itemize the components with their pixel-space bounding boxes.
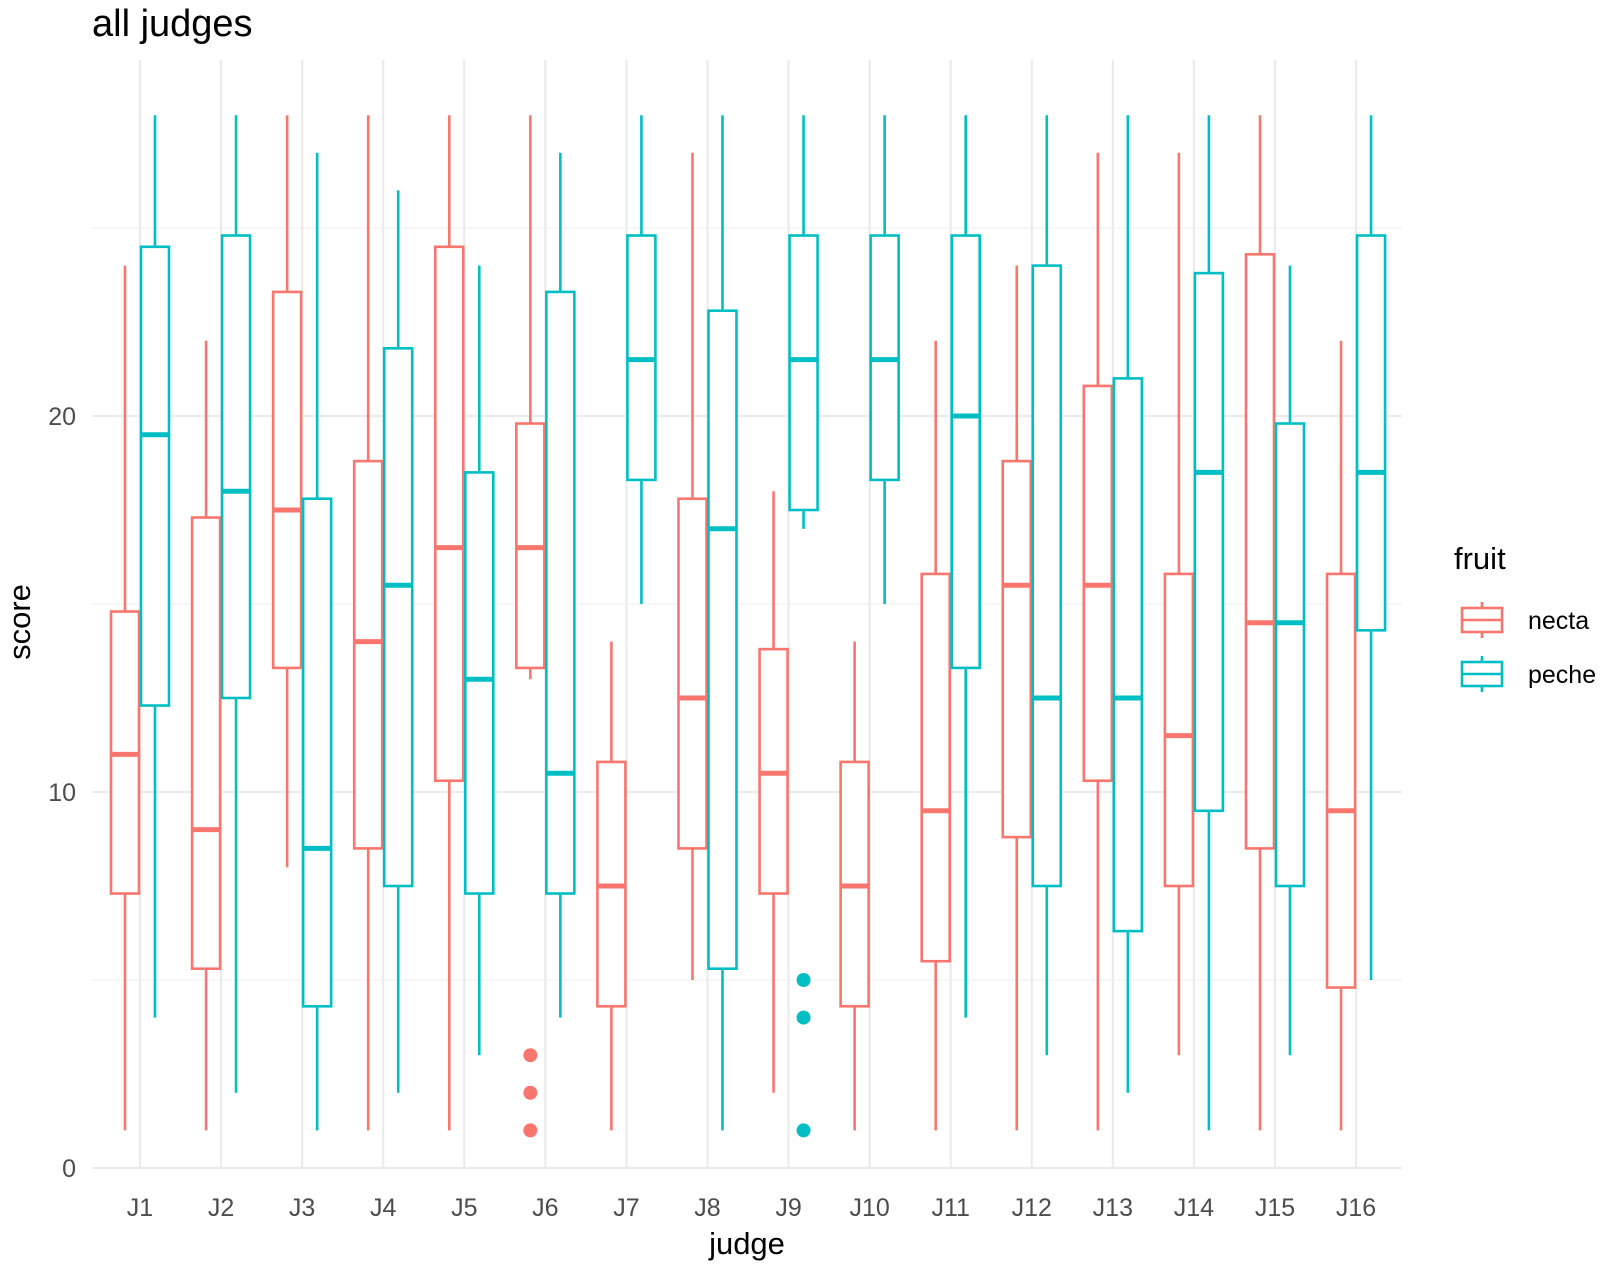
box-iqr bbox=[1193, 271, 1225, 813]
x-tick-label: J15 bbox=[1255, 1194, 1295, 1222]
box-peche-J1 bbox=[139, 115, 171, 1018]
box-iqr bbox=[139, 245, 171, 707]
box-iqr bbox=[1244, 253, 1276, 850]
x-tick-label: J4 bbox=[370, 1194, 397, 1222]
box-peche-J12 bbox=[1031, 115, 1063, 1056]
box-iqr bbox=[677, 497, 708, 850]
x-tick-label: J16 bbox=[1336, 1194, 1376, 1222]
box-peche-J13 bbox=[1112, 115, 1144, 1093]
box-peche-J6 bbox=[545, 152, 576, 1018]
box-peche-J7 bbox=[626, 115, 657, 604]
box-peche-J3 bbox=[301, 152, 333, 1131]
box-iqr bbox=[545, 290, 576, 895]
x-tick-label: J14 bbox=[1174, 1194, 1214, 1222]
box-necta-J8 bbox=[677, 152, 708, 980]
box-iqr bbox=[1112, 377, 1144, 933]
box-iqr bbox=[352, 459, 384, 850]
box-iqr bbox=[301, 497, 333, 1008]
box-iqr bbox=[1031, 264, 1063, 888]
outlier-point bbox=[523, 1123, 538, 1138]
legend-title: fruit bbox=[1454, 541, 1506, 576]
outlier-point bbox=[796, 973, 811, 987]
box-peche-J14 bbox=[1193, 115, 1225, 1131]
legend-key-peche: peche bbox=[1460, 656, 1596, 692]
box-necta-J12 bbox=[1001, 265, 1033, 1131]
x-axis-title: judge bbox=[708, 1226, 785, 1261]
y-tick-label: 20 bbox=[48, 403, 76, 431]
box-necta-J16 bbox=[1325, 340, 1357, 1131]
box-iqr bbox=[707, 309, 738, 971]
x-tick-label: J5 bbox=[451, 1194, 477, 1222]
x-tick-label: J12 bbox=[1012, 1194, 1052, 1222]
box-peche-J10 bbox=[869, 115, 900, 604]
box-necta-J13 bbox=[1082, 152, 1114, 1131]
y-tick-label: 0 bbox=[62, 1155, 76, 1183]
box-necta-J7 bbox=[596, 641, 627, 1131]
x-tick-labels: J1 J2 J3 J4 J5 J6 J7 J8 J9 J10 J11 J12 J13 J14 J15 J16 bbox=[127, 1194, 1376, 1222]
box-necta-J9 bbox=[758, 491, 789, 1093]
x-tick-label: J10 bbox=[849, 1194, 889, 1222]
x-tick-label: J2 bbox=[208, 1194, 234, 1222]
box-peche-J16 bbox=[1355, 115, 1387, 980]
box-necta-J14 bbox=[1163, 152, 1195, 1056]
box-iqr bbox=[1163, 572, 1195, 888]
box-peche-J8 bbox=[707, 115, 738, 1131]
box-necta-J3 bbox=[271, 115, 303, 868]
x-tick-label: J9 bbox=[775, 1194, 801, 1222]
box-peche-J4 bbox=[382, 190, 414, 1093]
outlier-point bbox=[523, 1048, 538, 1063]
legend-label: necta bbox=[1528, 607, 1589, 635]
outlier-point bbox=[796, 1010, 811, 1025]
legend: fruit necta peche bbox=[1454, 541, 1596, 692]
box-iqr bbox=[271, 290, 303, 670]
outlier-point bbox=[523, 1085, 538, 1100]
box-necta-J6 bbox=[515, 115, 546, 1138]
x-tick-label: J3 bbox=[289, 1194, 315, 1222]
box-iqr bbox=[788, 234, 819, 512]
y-tick-label: 10 bbox=[48, 779, 76, 807]
box-iqr bbox=[190, 516, 222, 971]
chart-title: all judges bbox=[92, 3, 253, 45]
box-iqr bbox=[1355, 234, 1387, 632]
box-iqr bbox=[433, 245, 465, 783]
box-iqr bbox=[463, 471, 495, 895]
y-axis-title: score bbox=[2, 584, 37, 660]
box-iqr bbox=[950, 234, 982, 670]
x-tick-label: J6 bbox=[532, 1194, 558, 1222]
x-tick-label: J1 bbox=[127, 1194, 153, 1222]
x-tick-label: J8 bbox=[694, 1194, 720, 1222]
box-peche-J11 bbox=[950, 115, 982, 1018]
x-tick-label: J13 bbox=[1093, 1194, 1133, 1222]
box-iqr bbox=[1274, 422, 1306, 888]
box-peche-J2 bbox=[220, 115, 252, 1093]
box-peche-J5 bbox=[463, 265, 495, 1056]
box-necta-J5 bbox=[433, 115, 465, 1131]
legend-label: peche bbox=[1528, 661, 1596, 689]
box-peche-J15 bbox=[1274, 265, 1306, 1056]
box-necta-J2 bbox=[190, 340, 222, 1131]
boxes bbox=[109, 115, 1387, 1138]
outlier-point bbox=[796, 1123, 811, 1138]
box-peche-J9 bbox=[788, 115, 819, 1138]
box-necta-J1 bbox=[109, 265, 141, 1131]
box-necta-J15 bbox=[1244, 115, 1276, 1131]
box-iqr bbox=[382, 347, 414, 888]
legend-key-necta: necta bbox=[1460, 602, 1589, 638]
x-tick-label: J7 bbox=[613, 1194, 639, 1222]
x-tick-label: J11 bbox=[931, 1194, 969, 1222]
box-iqr bbox=[220, 234, 252, 700]
box-iqr bbox=[920, 572, 952, 963]
box-iqr bbox=[1001, 459, 1033, 839]
box-necta-J10 bbox=[839, 641, 870, 1131]
box-necta-J11 bbox=[920, 340, 952, 1131]
y-tick-labels: 0 10 20 bbox=[48, 403, 76, 1183]
box-necta-J4 bbox=[352, 115, 384, 1131]
box-iqr bbox=[1325, 572, 1357, 989]
